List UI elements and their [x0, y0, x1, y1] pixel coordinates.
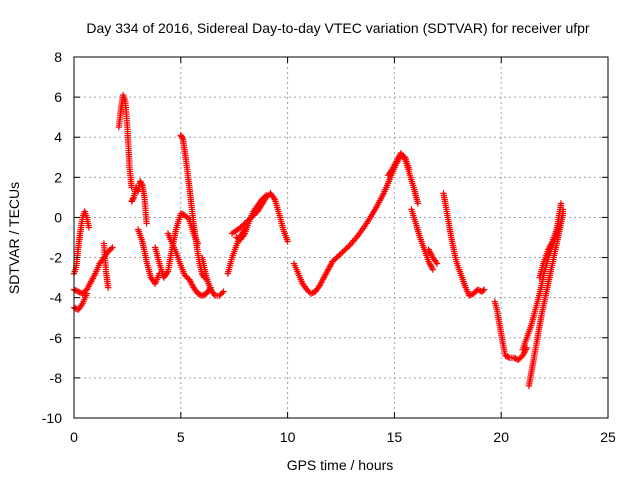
data-point: [200, 291, 207, 299]
data-point: [107, 245, 115, 253]
data-point: [284, 238, 291, 245]
y-axis-label: SDTVAR / TECUs: [6, 182, 22, 294]
x-tick-label: 20: [493, 429, 509, 445]
plot-frame: [73, 56, 609, 419]
data-point: [309, 289, 316, 297]
series-segment: [491, 298, 531, 364]
data-point: [400, 154, 408, 161]
chart-title: Day 334 of 2016, Sidereal Day-to-day VTE…: [86, 20, 590, 36]
data-point: [344, 243, 352, 251]
data-point: [479, 287, 487, 294]
data-point: [194, 290, 202, 297]
x-tick-label: 25: [600, 429, 616, 445]
y-tick-label: 0: [54, 209, 62, 225]
data-point: [198, 292, 206, 299]
series-segment: [115, 91, 135, 191]
data-point: [143, 220, 150, 227]
data-point: [414, 200, 422, 207]
y-tick-labels: -10 -8 -6 -4 -2 0 2 4 6 8: [42, 49, 62, 426]
x-tick-labels: 0 5 10 15 20 25: [70, 429, 616, 445]
y-tick-label: -10: [42, 410, 62, 426]
data-point: [502, 352, 509, 360]
data-point: [83, 290, 91, 297]
data-point: [104, 284, 112, 291]
series-segment: [128, 178, 150, 227]
series-segment: [177, 132, 210, 281]
grid: [74, 57, 608, 418]
data-point: [465, 292, 473, 299]
series-segment: [329, 152, 413, 265]
axis-ticks: [73, 56, 609, 419]
series-segment: [440, 190, 488, 299]
data-point: [73, 287, 81, 295]
data-point: [433, 260, 441, 267]
series-segment: [536, 200, 565, 281]
x-tick-label: 15: [387, 429, 403, 445]
series-segment: [100, 240, 112, 291]
data-point: [510, 354, 518, 362]
data-point: [263, 192, 270, 199]
x-axis-label: GPS time / hours: [287, 457, 394, 473]
x-tick-label: 5: [177, 429, 185, 445]
data-point: [218, 289, 226, 297]
y-tick-label: -2: [50, 250, 63, 266]
data-point: [429, 266, 437, 273]
data-point: [307, 290, 315, 297]
x-tick-label: 0: [70, 429, 78, 445]
y-tick-label: 2: [54, 169, 62, 185]
y-tick-label: 8: [54, 49, 62, 65]
data-point: [163, 269, 171, 277]
data-point: [557, 200, 565, 207]
data-point: [78, 301, 85, 309]
series-segment: [164, 230, 214, 299]
y-tick-label: 6: [54, 89, 62, 105]
x-tick-label: 10: [280, 429, 296, 445]
y-tick-label: 4: [54, 129, 62, 145]
data-point: [513, 355, 521, 363]
data-point: [177, 210, 184, 217]
data-point: [503, 353, 511, 360]
data-point: [432, 258, 440, 266]
data-point: [138, 180, 145, 188]
series-segment: [198, 254, 227, 299]
data-point: [109, 244, 116, 251]
data-point: [240, 231, 248, 239]
series-segment: [408, 206, 437, 273]
data-point: [77, 289, 85, 297]
series-segment: [525, 210, 567, 390]
data-point: [179, 134, 186, 142]
series-segment: [233, 192, 270, 243]
data-point: [474, 286, 481, 293]
series-segment: [290, 258, 336, 297]
data-point: [179, 210, 186, 218]
data-point: [210, 290, 218, 298]
data-point: [505, 353, 512, 361]
data-points: [70, 91, 567, 390]
y-tick-label: -4: [50, 290, 63, 306]
data-point: [72, 287, 79, 294]
data-point: [467, 291, 474, 299]
data-point: [184, 214, 192, 222]
data-point: [480, 286, 488, 293]
data-point: [270, 194, 277, 202]
data-point: [196, 291, 203, 298]
data-point: [261, 193, 269, 200]
data-point: [233, 234, 240, 241]
y-tick-label: -8: [50, 370, 63, 386]
data-point: [75, 288, 82, 295]
series-segment: [425, 246, 441, 267]
series-segment: [384, 150, 422, 207]
data-point: [85, 224, 93, 231]
y-tick-label: -6: [50, 330, 63, 346]
data-point: [129, 195, 137, 202]
data-point: [220, 288, 227, 295]
